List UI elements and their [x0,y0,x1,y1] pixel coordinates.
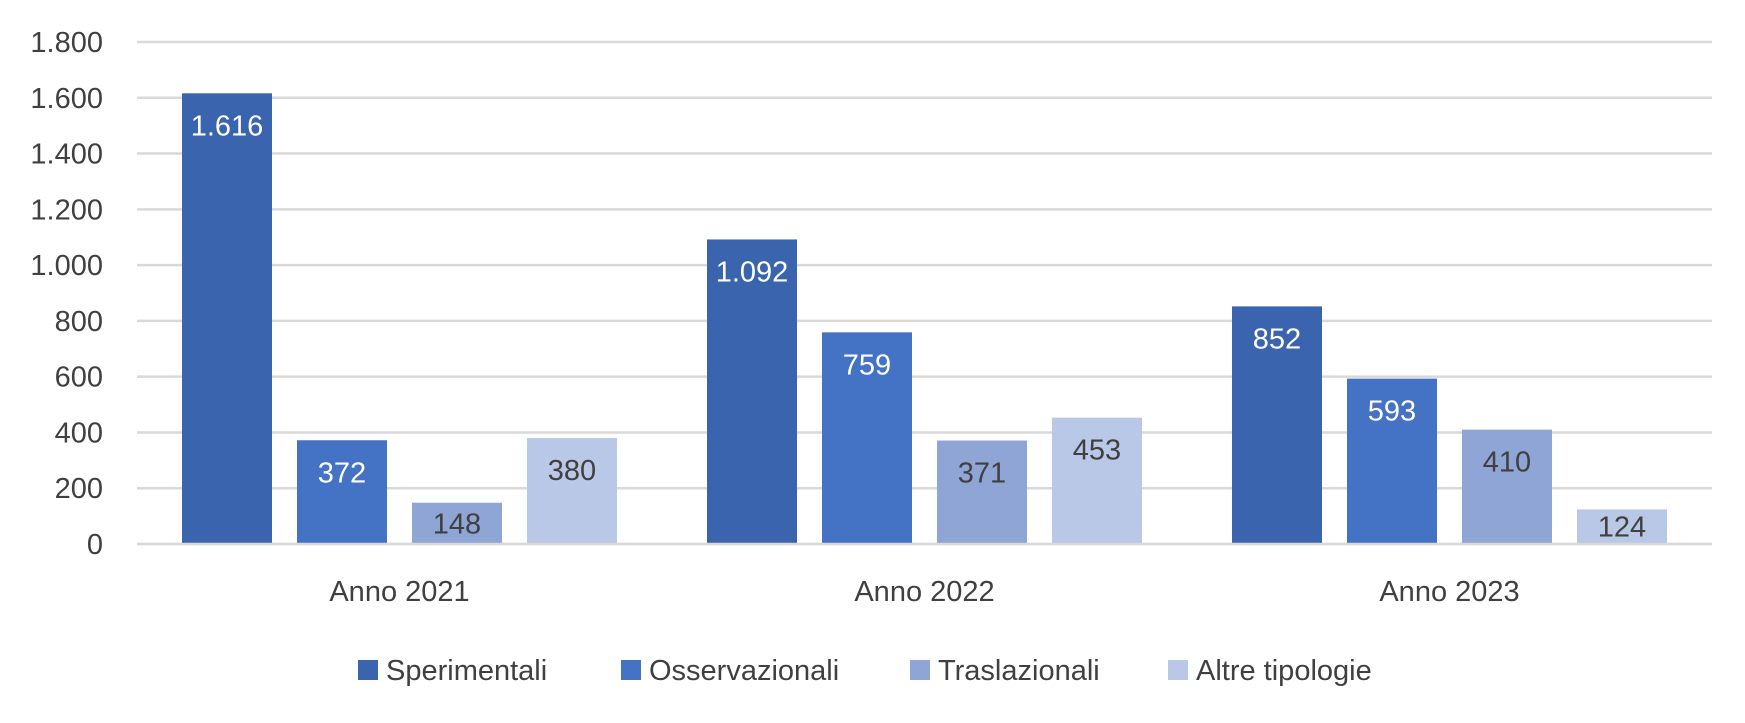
data-label: 1.616 [191,110,264,142]
y-tick-label: 1.400 [30,139,103,171]
bar-sperimentali [1232,306,1322,544]
data-label: 380 [548,455,596,487]
data-label: 759 [843,349,891,381]
legend-label: Altre tipologie [1196,655,1372,687]
y-tick-label: 200 [55,473,103,505]
bar-osservazionali [1347,378,1437,544]
bar-altre-tipologie [1052,417,1142,544]
x-category-label: Anno 2022 [854,576,994,608]
y-tick-label: 800 [55,306,103,338]
bar-altre-tipologie [1577,509,1667,544]
y-tick-label: 1.800 [30,27,103,59]
x-axis: Anno 2021 Anno 2022 Anno 2023 [137,542,1712,608]
y-axis: 0 200 400 600 800 1.000 1.200 1.400 1.600 1.800 [30,27,103,561]
x-category-label: Anno 2021 [329,576,469,608]
legend-swatch [1168,660,1188,680]
bar-traslazionali [937,440,1027,544]
data-label: 372 [318,457,366,489]
y-tick-label: 1.600 [30,83,103,115]
y-tick-label: 0 [87,529,103,561]
legend-label: Osservazionali [649,655,839,687]
x-category-label: Anno 2023 [1379,576,1519,608]
legend-swatch [358,660,378,680]
bar-sperimentali [707,239,797,544]
bars [182,93,1667,544]
bar-traslazionali [1462,429,1552,544]
bar-sperimentali [182,93,272,544]
bar-traslazionali [412,502,502,544]
legend-label: Sperimentali [386,655,547,687]
data-label: 410 [1483,447,1531,479]
legend: Sperimentali Osservazionali Traslazionali A… [358,655,1372,687]
y-tick-label: 1.200 [30,194,103,226]
y-tick-label: 400 [55,417,103,449]
y-tick-label: 600 [55,362,103,394]
legend-swatch [910,660,930,680]
data-label: 852 [1253,323,1301,355]
data-label: 124 [1598,512,1646,544]
data-label: 453 [1073,435,1121,467]
y-tick-label: 1.000 [30,250,103,282]
data-labels: 1.616 372 148 380 1.092 759 371 453 852 593 410 124 [191,110,1646,543]
data-label: 593 [1368,396,1416,428]
bar-osservazionali [297,440,387,544]
data-label: 1.092 [716,256,789,288]
legend-label: Traslazionali [938,655,1100,687]
legend-swatch [621,660,641,680]
data-label: 148 [433,508,481,540]
gridlines [137,40,1712,546]
bar-altre-tipologie [527,438,617,544]
data-label: 371 [958,458,1006,490]
bar-osservazionali [822,332,912,544]
